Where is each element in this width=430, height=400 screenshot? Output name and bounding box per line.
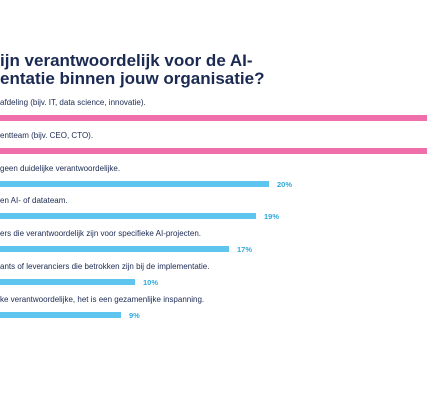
bar	[0, 279, 135, 285]
bar	[0, 147, 427, 154]
category-label: ants of leveranciers die betrokken zijn …	[0, 262, 210, 271]
category-label: entteam (bijv. CEO, CTO).	[0, 130, 94, 140]
value-label: 10%	[143, 278, 159, 287]
value-label: 9%	[129, 310, 140, 320]
bar	[0, 246, 229, 253]
value-label: 17%	[237, 245, 253, 255]
bar	[0, 213, 256, 220]
chart-title: ijn verantwoordelijk voor de AI- entatie…	[0, 0, 430, 90]
category-label: ke verantwoordelijke, het is een gezamen…	[0, 294, 205, 304]
chart-title-line-1: ijn verantwoordelijk voor de AI-	[0, 51, 253, 70]
category-label: afdeling (bijv. IT, data science, innova…	[0, 98, 146, 107]
chart-title-line-2: entatie binnen jouw organisatie?	[0, 69, 265, 88]
value-label: 20%	[277, 179, 293, 189]
bar	[0, 115, 427, 121]
bar	[0, 311, 121, 318]
value-label: 19%	[264, 212, 280, 222]
category-label: en AI- of datateam.	[0, 196, 68, 206]
category-label: ers die verantwoordelijk zijn voor speci…	[0, 229, 201, 239]
category-label: geen duidelijke verantwoordelijke.	[0, 163, 121, 173]
bar	[0, 180, 269, 187]
